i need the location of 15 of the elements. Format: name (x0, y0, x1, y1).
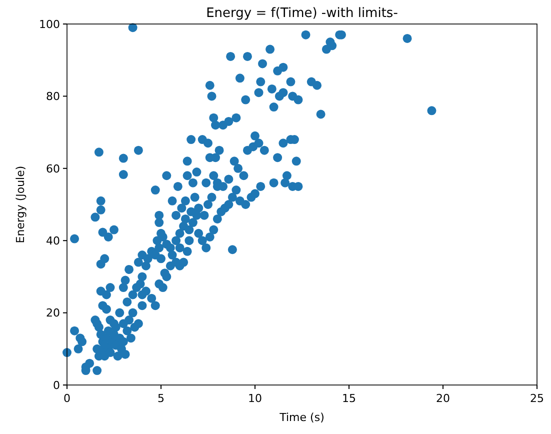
chart-title: Energy = f(Time) -with limits- (206, 6, 398, 21)
y-axis-title: Energy (Joule) (14, 166, 27, 244)
x-tick-label: 0 (64, 392, 70, 405)
x-axis-title: Time (s) (278, 411, 324, 424)
y-tick-label: 40 (46, 234, 60, 248)
y-tick-label: 0 (53, 378, 60, 392)
y-tick-label: 80 (46, 90, 60, 104)
y-tick-label: 20 (46, 306, 60, 320)
x-tick-label: 10 (248, 392, 262, 405)
x-tick-label: 5 (158, 392, 164, 405)
y-tick-label: 100 (39, 18, 60, 31)
x-tick-label: 20 (436, 392, 450, 405)
y-tick-label: 60 (46, 162, 60, 176)
x-tick-label: 25 (530, 392, 544, 405)
x-tick-label: 15 (342, 392, 356, 405)
